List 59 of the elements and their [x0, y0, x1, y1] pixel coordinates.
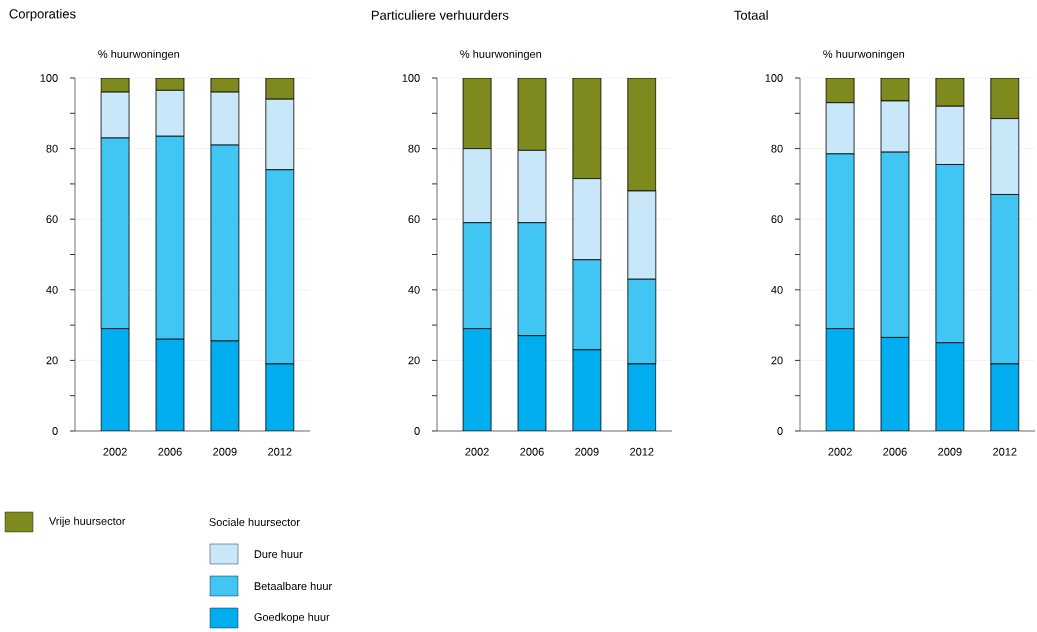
- bar: [265, 78, 295, 100]
- x-tick-label: 2006: [158, 447, 182, 456]
- legend-label: Dure huur: [254, 549, 303, 559]
- legend-label: Vrije huursector: [48, 516, 126, 528]
- y-tick-label: 100: [402, 74, 420, 82]
- bar: [155, 338, 185, 431]
- x-tick-label: 2012: [993, 447, 1017, 456]
- y-tick-label: 20: [46, 356, 58, 365]
- y-axis-title: % huurwoningen: [460, 49, 542, 61]
- bar: [265, 363, 295, 431]
- legend-title: Sociale huursector: [209, 517, 300, 527]
- bar: [517, 335, 547, 431]
- y-tick-label: 20: [408, 356, 420, 365]
- bar: [572, 349, 602, 431]
- bar: [627, 78, 657, 192]
- chart-title: Corporaties: [9, 8, 76, 22]
- y-tick-label: 60: [408, 215, 420, 224]
- chart-title: Totaal: [734, 10, 768, 20]
- bar: [880, 337, 910, 431]
- y-tick-label: 100: [765, 74, 783, 82]
- legend-label: Betaalbare huur: [254, 581, 332, 591]
- bar: [825, 328, 855, 431]
- y-tick-label: 0: [52, 427, 58, 435]
- y-tick-label: 60: [771, 215, 783, 224]
- x-tick-label: 2009: [213, 447, 237, 456]
- bar: [627, 363, 657, 431]
- bar: [517, 78, 547, 151]
- y-tick-label: 60: [46, 215, 58, 224]
- y-axis-title: % huurwoningen: [98, 49, 180, 61]
- x-tick-label: 2012: [268, 447, 292, 456]
- x-tick-label: 2002: [103, 447, 127, 456]
- y-axis-title: % huurwoningen: [823, 49, 905, 61]
- y-tick-label: 20: [771, 356, 783, 365]
- x-tick-label: 2006: [520, 447, 544, 456]
- y-tick-label: 80: [771, 144, 783, 153]
- bar: [935, 342, 965, 431]
- x-tick-label: 2009: [575, 447, 599, 456]
- x-tick-label: 2012: [630, 447, 654, 456]
- y-tick-label: 40: [46, 285, 58, 294]
- bar: [100, 328, 130, 431]
- chart-title: Particuliere verhuurders: [371, 10, 509, 20]
- x-tick-label: 2006: [883, 447, 907, 456]
- y-tick-label: 80: [408, 144, 420, 153]
- y-tick-label: 0: [777, 427, 783, 435]
- y-tick-label: 40: [771, 285, 783, 294]
- x-tick-label: 2009: [938, 447, 962, 456]
- bar: [462, 328, 492, 431]
- bar: [210, 340, 240, 431]
- bar: [572, 78, 602, 179]
- y-tick-label: 80: [46, 144, 58, 153]
- y-tick-label: 40: [408, 285, 420, 294]
- bar: [462, 78, 492, 149]
- x-tick-label: 2002: [465, 447, 489, 456]
- legend-label: Goedkope huur: [254, 612, 330, 624]
- bar: [990, 78, 1020, 119]
- y-tick-label: 100: [40, 74, 58, 82]
- x-tick-label: 2002: [828, 447, 852, 456]
- bar: [990, 363, 1020, 431]
- y-tick-label: 0: [414, 427, 420, 435]
